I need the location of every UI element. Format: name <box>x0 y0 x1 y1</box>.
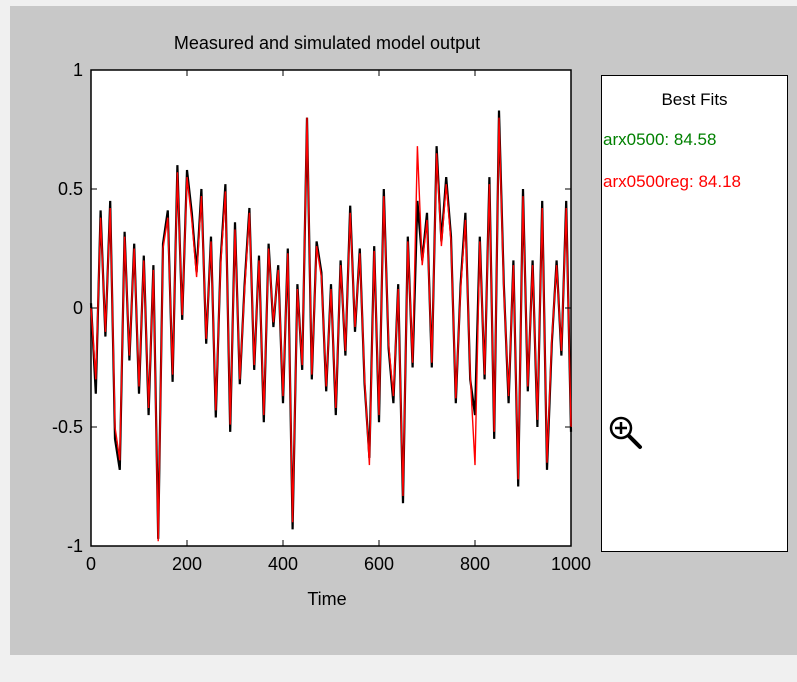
y-tick-label: 1 <box>73 60 83 80</box>
x-tick-label: 600 <box>364 554 394 574</box>
x-tick-label: 800 <box>460 554 490 574</box>
best-fits-title: Best Fits <box>661 90 728 109</box>
y-tick-label: -0.5 <box>52 417 83 437</box>
x-tick-label: 200 <box>172 554 202 574</box>
x-tick-label: 0 <box>86 554 96 574</box>
best-fits-panel: Best Fits arx0500: 84.58 arx0500reg: 84.… <box>601 75 788 552</box>
y-tick-label: -1 <box>67 536 83 556</box>
axes-plot[interactable]: Measured and simulated model output -1 -0… <box>10 6 797 655</box>
x-tick-label: 1000 <box>551 554 591 574</box>
status-strip <box>10 655 797 682</box>
y-axis-ticks: -1 -0.5 0 0.5 1 <box>52 60 571 556</box>
x-axis-label: Time <box>307 589 346 609</box>
series-lines <box>89 110 573 542</box>
y-tick-label: 0.5 <box>58 179 83 199</box>
x-tick-label: 400 <box>268 554 298 574</box>
series-line-2 <box>90 117 572 542</box>
fit-item-arx0500reg[interactable]: arx0500reg: 84.18 <box>603 172 741 191</box>
x-axis-ticks: 0 200 400 600 800 1000 <box>86 70 591 574</box>
y-tick-label: 0 <box>73 298 83 318</box>
zoom-in-cursor-icon <box>609 416 642 449</box>
figure-window: Measured and simulated model output -1 -0… <box>10 6 797 655</box>
chart-title: Measured and simulated model output <box>174 33 480 53</box>
fit-item-arx0500[interactable]: arx0500: 84.58 <box>603 130 717 149</box>
